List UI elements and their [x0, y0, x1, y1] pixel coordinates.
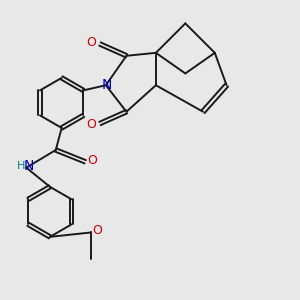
- Text: N: N: [102, 78, 112, 92]
- Text: N: N: [23, 159, 34, 173]
- Text: O: O: [86, 118, 96, 131]
- Text: O: O: [92, 224, 102, 238]
- Text: H: H: [16, 161, 25, 171]
- Text: O: O: [88, 154, 98, 167]
- Text: O: O: [86, 36, 96, 49]
